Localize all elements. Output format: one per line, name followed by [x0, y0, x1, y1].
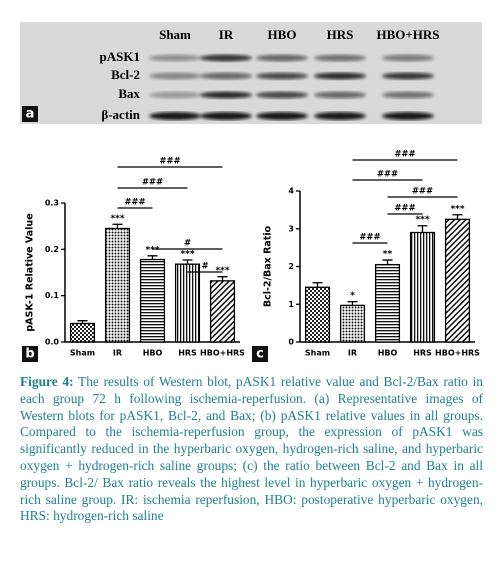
comparison-label: ###	[359, 233, 380, 243]
blot-band	[200, 112, 252, 120]
blot-band	[314, 112, 366, 120]
error-bar	[217, 276, 228, 281]
significance-label: *	[350, 291, 355, 301]
y-tick-label: 0.3	[45, 199, 59, 208]
lane-label: HBO	[268, 27, 297, 42]
y-tick-label: 1	[288, 300, 294, 309]
significance-label: ***	[145, 245, 159, 255]
lane-label: Sham	[159, 27, 191, 42]
blot-band	[256, 72, 308, 80]
y-tick-label: 0.0	[45, 338, 60, 347]
row-label: pASK1	[100, 49, 140, 64]
y-tick-label: 2	[288, 262, 294, 271]
blot-band	[149, 72, 201, 80]
blot-band	[256, 112, 308, 120]
y-tick-label: 3	[288, 224, 294, 233]
blot-band	[382, 72, 434, 80]
bar	[174, 263, 201, 343]
x-tick-label: IR	[113, 349, 122, 358]
blot-band	[314, 91, 366, 99]
comparison-label: ###	[377, 170, 398, 180]
error-bar	[77, 320, 88, 324]
comparison-label: ###	[394, 150, 415, 160]
x-tick-label: Sham	[305, 349, 330, 358]
blot-band	[200, 91, 252, 99]
error-bar	[417, 225, 428, 233]
error-bar	[312, 282, 323, 288]
blot-band	[256, 91, 308, 99]
blot-band	[382, 54, 434, 62]
row-label: Bcl-2	[111, 67, 140, 82]
blot-band	[149, 54, 201, 62]
comparison-label: ###	[142, 178, 163, 188]
significance-label: ***	[415, 215, 429, 225]
blot-band	[149, 112, 201, 120]
x-tick-label: HBO	[378, 349, 398, 358]
bar	[139, 258, 166, 343]
significance-label: ***	[180, 249, 194, 259]
panel-letter-box	[22, 346, 38, 362]
lane-label: IR	[219, 27, 234, 42]
significance-label: ***	[450, 204, 464, 214]
x-tick-label: Sham	[70, 349, 95, 358]
bar	[69, 322, 96, 343]
error-bar	[147, 255, 158, 260]
blot-band	[200, 72, 252, 80]
y-axis-label: pASK-1 Relative Value	[25, 213, 36, 331]
blot-band	[314, 72, 366, 80]
x-tick-label: HRS	[413, 349, 432, 358]
x-tick-label: HBO	[143, 349, 163, 358]
error-bar	[452, 214, 463, 220]
x-tick-label: HBO+HRS	[200, 349, 245, 358]
comparison-label: #	[184, 239, 191, 249]
blot-band	[382, 91, 434, 99]
caption-label: Figure 4:	[20, 374, 74, 389]
row-label: β-actin	[101, 107, 140, 122]
comparison-label: ###	[124, 198, 145, 208]
comparison-label: ###	[412, 187, 433, 197]
x-tick-label: HRS	[178, 349, 197, 358]
panel-letter: b	[25, 347, 34, 362]
significance-label: **	[383, 250, 393, 260]
blot-band	[256, 54, 308, 62]
lane-label: HRS	[327, 27, 354, 42]
caption: Figure 4: The results of Western blot, p…	[20, 374, 483, 525]
significance-label: ***	[110, 214, 124, 224]
panel-letter-box	[22, 106, 38, 122]
caption-text: The results of Western blot, pASK1 relat…	[20, 374, 483, 524]
y-tick-label: 0.1	[45, 291, 60, 300]
x-tick-label: IR	[348, 349, 357, 358]
bar	[444, 218, 471, 343]
y-tick-label: 0.2	[45, 245, 59, 254]
comparison-label: #	[201, 262, 208, 272]
panel-letter: a	[26, 107, 35, 122]
significance-label: ***	[215, 266, 229, 276]
panel-letter: c	[256, 347, 264, 362]
comparison-label: ###	[394, 204, 415, 214]
error-bar	[382, 259, 393, 265]
blot-band	[314, 54, 366, 62]
row-label: Bax	[118, 86, 140, 101]
blot-band	[200, 54, 252, 62]
error-bar	[182, 259, 193, 265]
figure: Sham IR HBO HRS HBO+HRSpASK1Bcl-2Baxβ-actina…	[20, 22, 482, 362]
bar	[409, 231, 436, 343]
bar	[304, 286, 331, 343]
error-bar	[347, 300, 358, 306]
comparison-label: ###	[159, 157, 180, 167]
lane-label: HBO+HRS	[376, 27, 439, 42]
bar	[339, 304, 366, 343]
x-tick-label: HBO+HRS	[435, 349, 480, 358]
bar	[374, 263, 401, 343]
blot-band	[382, 112, 434, 120]
y-axis-label: Bcl-2/Bax Ratio	[263, 225, 274, 307]
blot-band	[149, 91, 201, 99]
error-bar	[112, 223, 123, 229]
y-tick-label: 0	[288, 338, 294, 347]
bar	[104, 227, 131, 343]
panel-letter-box	[252, 346, 268, 362]
y-tick-label: 4	[288, 187, 294, 196]
bar	[209, 280, 236, 343]
